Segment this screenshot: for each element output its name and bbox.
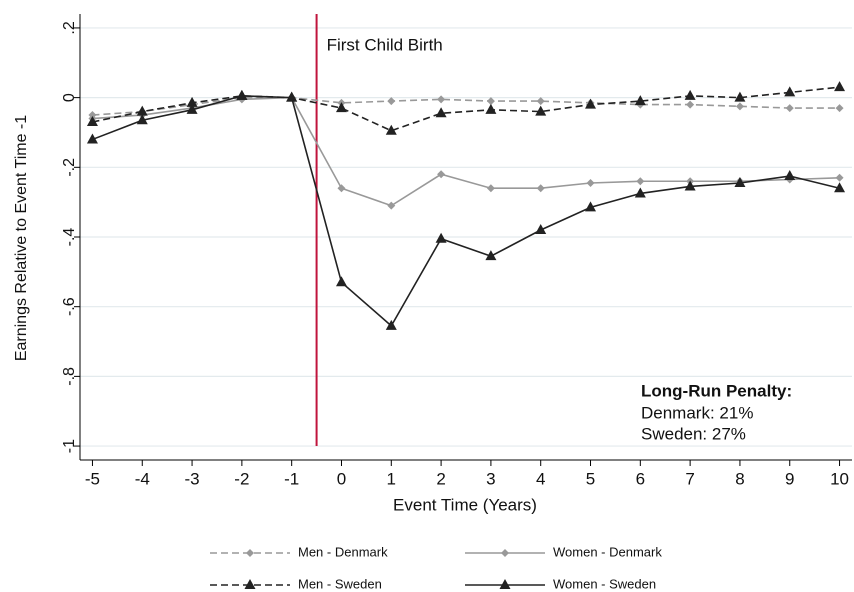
- point: [385, 319, 397, 330]
- x-tick-label: -3: [185, 469, 200, 488]
- series-line: [92, 86, 840, 132]
- point: [684, 180, 696, 191]
- point: [437, 170, 446, 179]
- legend-marker: [499, 579, 511, 589]
- point: [684, 89, 696, 100]
- point: [435, 232, 447, 243]
- legend-label: Men - Denmark: [298, 544, 388, 559]
- x-tick-label: 10: [830, 469, 849, 488]
- point: [634, 95, 646, 106]
- point: [485, 103, 497, 114]
- y-tick-label: -.2: [61, 158, 78, 177]
- point: [437, 95, 446, 104]
- legend-marker: [501, 549, 509, 557]
- penalty-line: Sweden: 27%: [641, 424, 746, 443]
- point: [586, 178, 595, 187]
- legend-marker: [244, 579, 256, 589]
- x-tick-label: 9: [785, 469, 794, 488]
- point: [136, 114, 148, 125]
- point: [435, 107, 447, 118]
- point: [834, 182, 846, 193]
- point: [734, 91, 746, 102]
- x-tick-label: 6: [636, 469, 645, 488]
- x-tick-label: 5: [586, 469, 595, 488]
- point: [385, 124, 397, 135]
- penalty-title: Long-Run Penalty:: [641, 381, 792, 400]
- y-axis-title: Earnings Relative to Event Time -1: [13, 115, 30, 361]
- y-tick-label: 0: [61, 93, 78, 102]
- legend-marker: [246, 549, 254, 557]
- point: [686, 100, 695, 109]
- x-tick-label: 4: [536, 469, 545, 488]
- point: [835, 104, 844, 113]
- x-tick-label: 3: [486, 469, 495, 488]
- point: [186, 103, 198, 114]
- x-tick-label: -5: [85, 469, 100, 488]
- point: [387, 201, 396, 210]
- legend-label: Men - Sweden: [298, 576, 382, 591]
- penalty-line: Denmark: 21%: [641, 403, 753, 422]
- x-tick-label: 1: [387, 469, 396, 488]
- point: [785, 104, 794, 113]
- point: [485, 250, 497, 261]
- point: [585, 201, 597, 212]
- point: [335, 102, 347, 113]
- series-line: [92, 95, 840, 328]
- point: [535, 105, 547, 116]
- x-axis-title: Event Time (Years): [393, 495, 537, 514]
- legend-label: Women - Denmark: [553, 544, 662, 559]
- point: [535, 224, 547, 235]
- point: [486, 184, 495, 193]
- point: [735, 102, 744, 111]
- point: [86, 116, 98, 127]
- point: [337, 184, 346, 193]
- point: [286, 91, 298, 102]
- point: [634, 187, 646, 198]
- y-tick-label: -.8: [61, 367, 78, 386]
- y-tick-label: -.6: [61, 297, 78, 316]
- x-tick-label: -1: [284, 469, 299, 488]
- point: [536, 97, 545, 106]
- x-tick-label: -2: [234, 469, 249, 488]
- point: [387, 97, 396, 106]
- y-tick-label: -1: [61, 439, 78, 453]
- series-line: [92, 96, 840, 207]
- point: [835, 173, 844, 182]
- event-label: First Child Birth: [327, 35, 443, 54]
- x-tick-label: 2: [436, 469, 445, 488]
- point: [236, 89, 248, 100]
- point: [335, 276, 347, 287]
- series-line: [92, 96, 840, 116]
- x-tick-label: 0: [337, 469, 346, 488]
- y-tick-label: -.4: [61, 228, 78, 247]
- point: [186, 96, 198, 107]
- point: [784, 170, 796, 181]
- legend-label: Women - Sweden: [553, 576, 656, 591]
- y-tick-label: .2: [61, 21, 78, 34]
- point: [784, 86, 796, 97]
- x-tick-label: 7: [685, 469, 694, 488]
- point: [86, 133, 98, 144]
- x-tick-label: -4: [135, 469, 150, 488]
- x-tick-label: 8: [735, 469, 744, 488]
- point: [486, 97, 495, 106]
- point: [536, 184, 545, 193]
- point: [734, 176, 746, 187]
- point: [834, 81, 846, 92]
- point: [585, 98, 597, 109]
- point: [136, 105, 148, 116]
- point: [636, 177, 645, 186]
